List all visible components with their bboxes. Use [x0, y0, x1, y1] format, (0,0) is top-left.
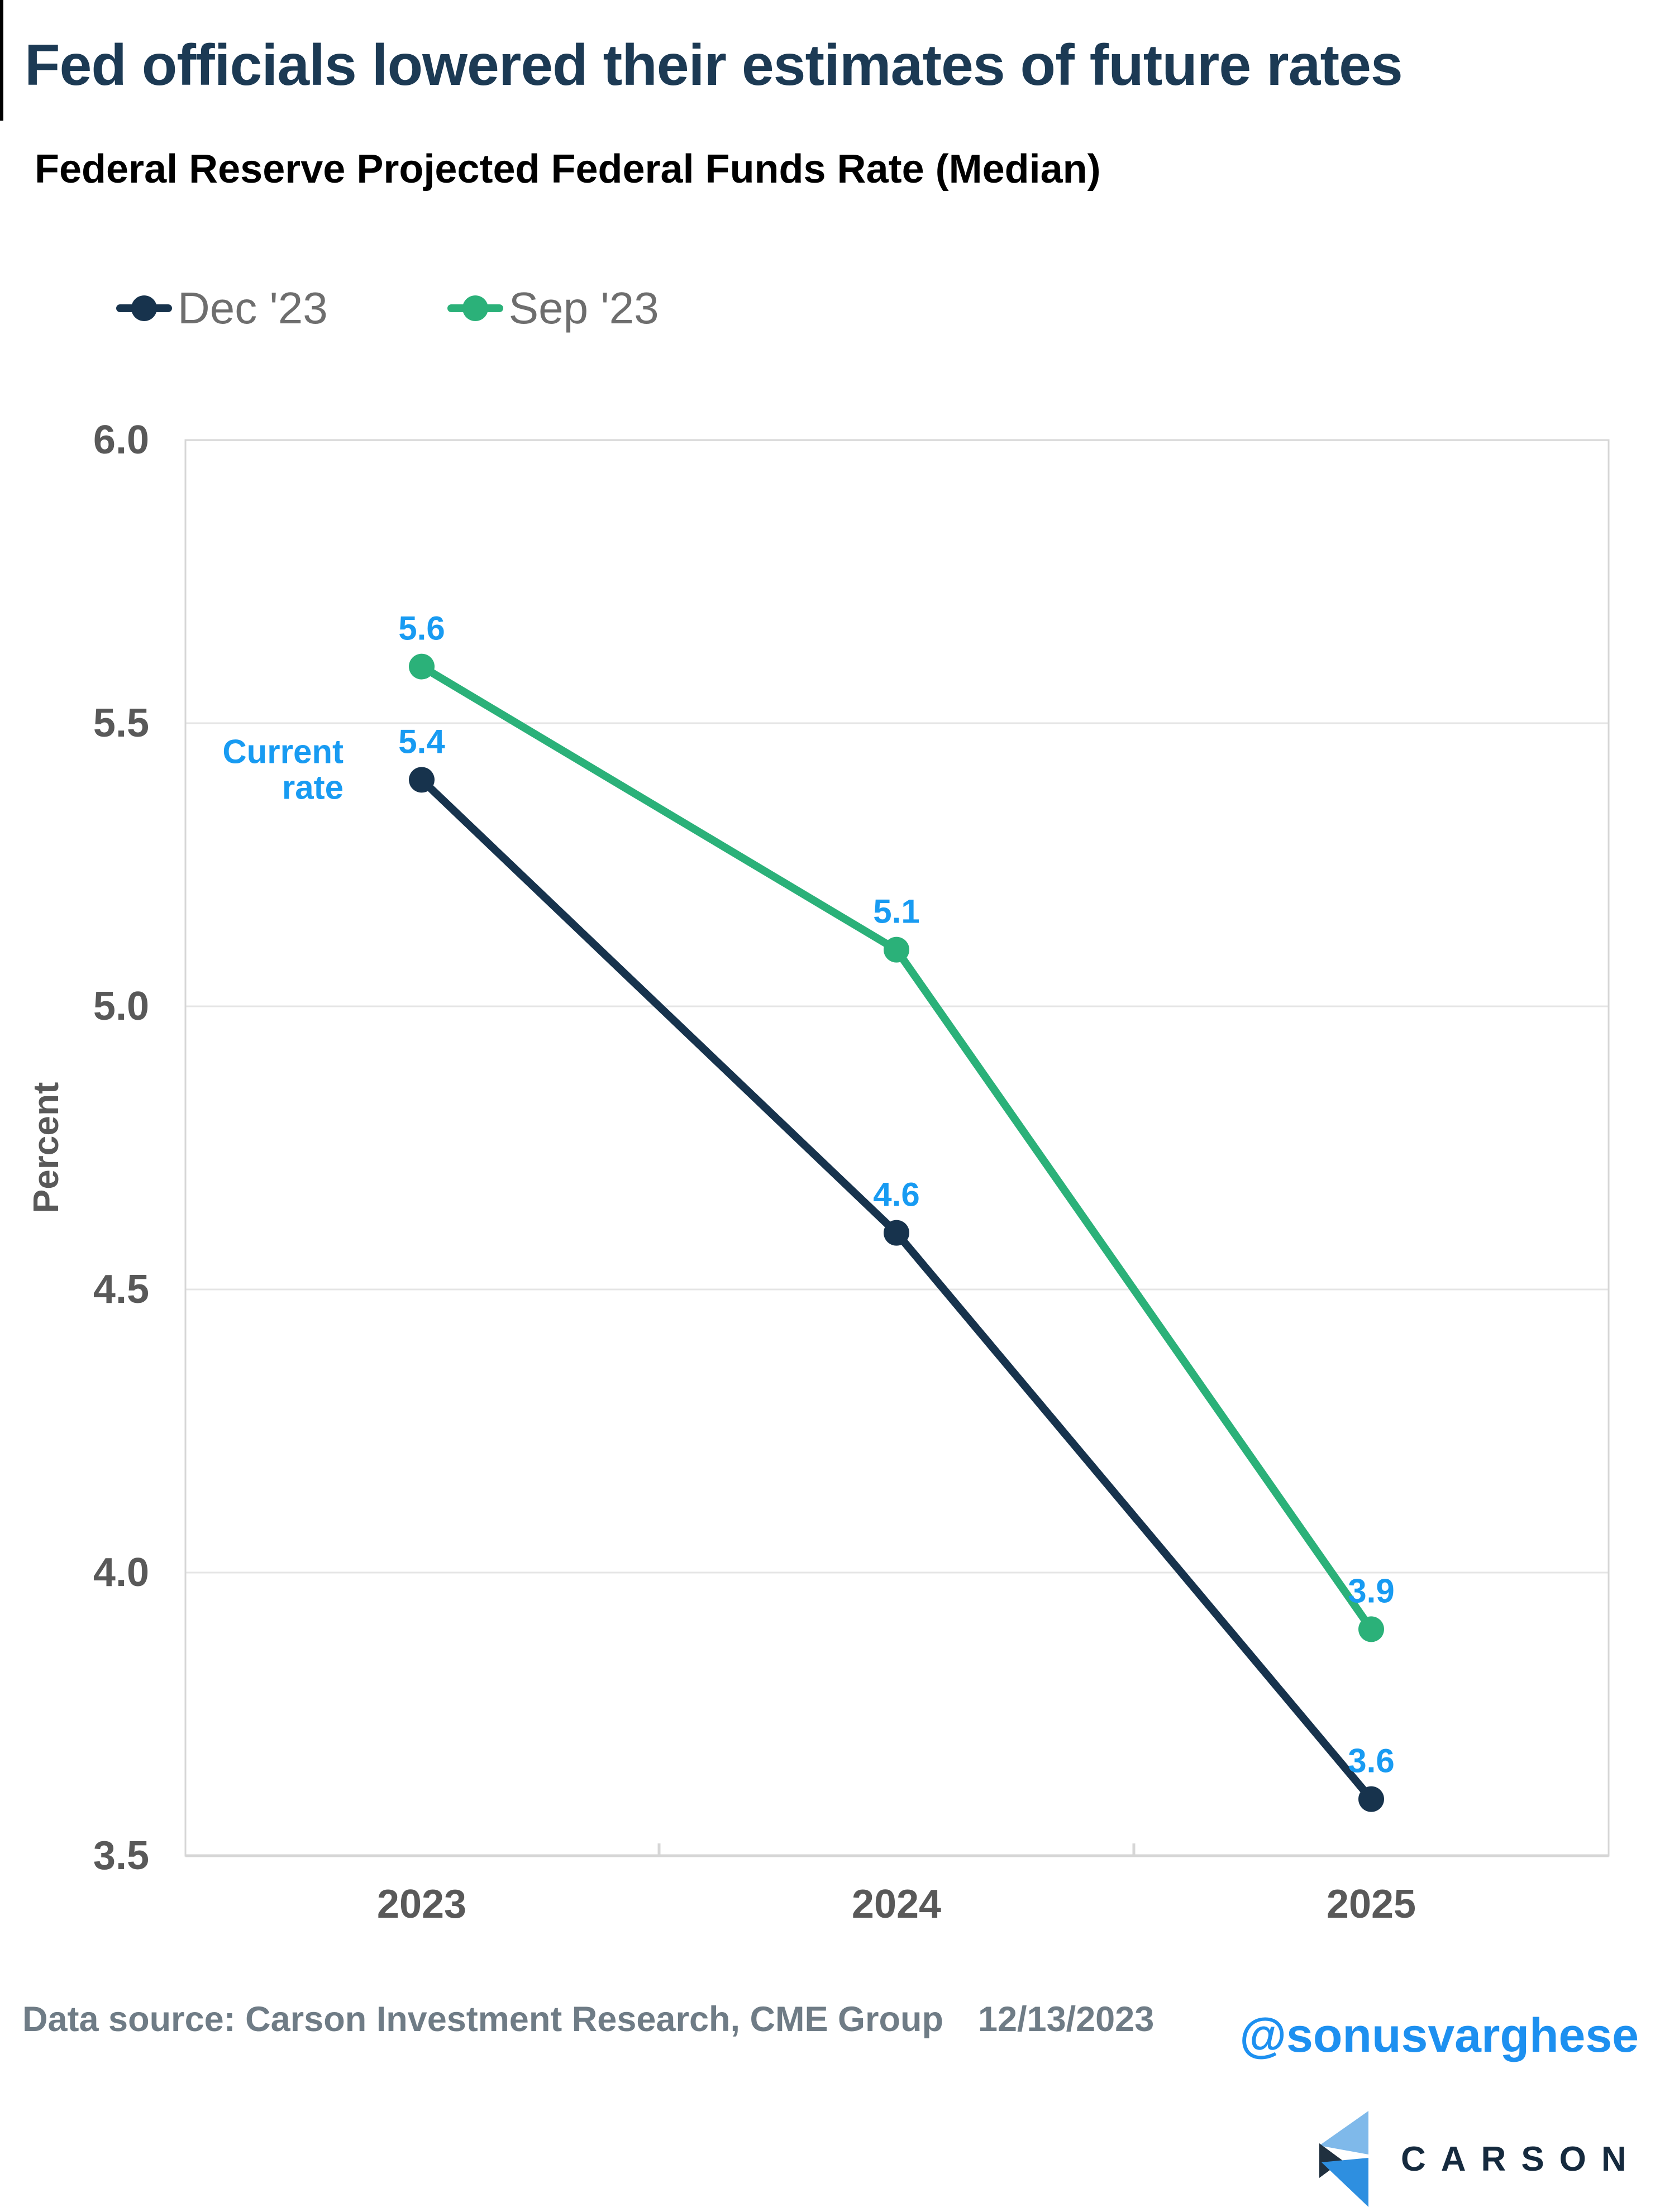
chart-subtitle: Federal Reserve Projected Federal Funds …	[35, 147, 1101, 192]
page-title: Fed officials lowered their estimates of…	[25, 33, 1403, 98]
legend-label: Dec '23	[178, 283, 328, 333]
y-tick-label: 4.0	[93, 1550, 149, 1595]
value-label: 3.9	[1348, 1572, 1394, 1609]
plot-border	[184, 439, 1610, 1857]
data-point	[409, 767, 435, 793]
value-label: 4.6	[873, 1176, 919, 1214]
svg-text:Current: Current	[222, 733, 344, 770]
value-label: 5.4	[398, 723, 445, 760]
source-text: Data source: Carson Investment Research,…	[22, 2000, 943, 2039]
x-tick-label: 2024	[851, 1882, 942, 1927]
x-axis-boundary-ticks	[657, 1843, 1136, 1856]
y-tick-label: 5.0	[93, 984, 149, 1029]
legend-item-sep-23: Sep '23	[447, 283, 659, 334]
carson-logo-icon	[1319, 2111, 1368, 2207]
date-label: 12/13/2023	[977, 2000, 1155, 2039]
title-accent-bar	[0, 0, 3, 121]
value-label: 5.1	[873, 893, 919, 930]
data-point	[1358, 1786, 1384, 1812]
line-dot-marker-icon	[447, 295, 503, 322]
series-dec-23	[409, 767, 1384, 1812]
line-dot-marker-icon	[116, 295, 172, 322]
y-tick-label: 5.5	[93, 701, 149, 746]
value-label: 5.6	[398, 610, 445, 647]
x-tick-label: 2025	[1326, 1882, 1416, 1927]
value-label: 3.6	[1348, 1742, 1394, 1780]
data-source-note: Data source: Carson Investment Research,…	[22, 1999, 1154, 2039]
y-tick-label: 4.5	[93, 1267, 149, 1312]
brand-wordmark: CARSON	[1401, 2139, 1642, 2178]
chart-legend: Dec '23 Sep '23	[116, 279, 659, 337]
data-point	[884, 937, 909, 963]
series-sep-23	[409, 653, 1384, 1642]
data-point	[1358, 1616, 1384, 1642]
data-point	[409, 653, 435, 680]
x-tick-label: 2023	[376, 1882, 467, 1927]
social-handle-link[interactable]: @sonusvarghese	[1239, 2009, 1639, 2062]
y-tick-label: 3.5	[93, 1833, 149, 1878]
y-tick-label: 6.0	[93, 418, 149, 462]
legend-label: Sep '23	[508, 283, 659, 333]
value-labels: 5.4 4.6 3.6 5.6 5.1 3.9	[398, 610, 1394, 1780]
legend-item-dec-23: Dec '23	[116, 283, 328, 334]
data-point	[884, 1220, 909, 1246]
brand-logo: CARSON	[1317, 2110, 1642, 2208]
grid-lines	[185, 722, 1609, 1574]
svg-text:rate: rate	[282, 768, 344, 806]
